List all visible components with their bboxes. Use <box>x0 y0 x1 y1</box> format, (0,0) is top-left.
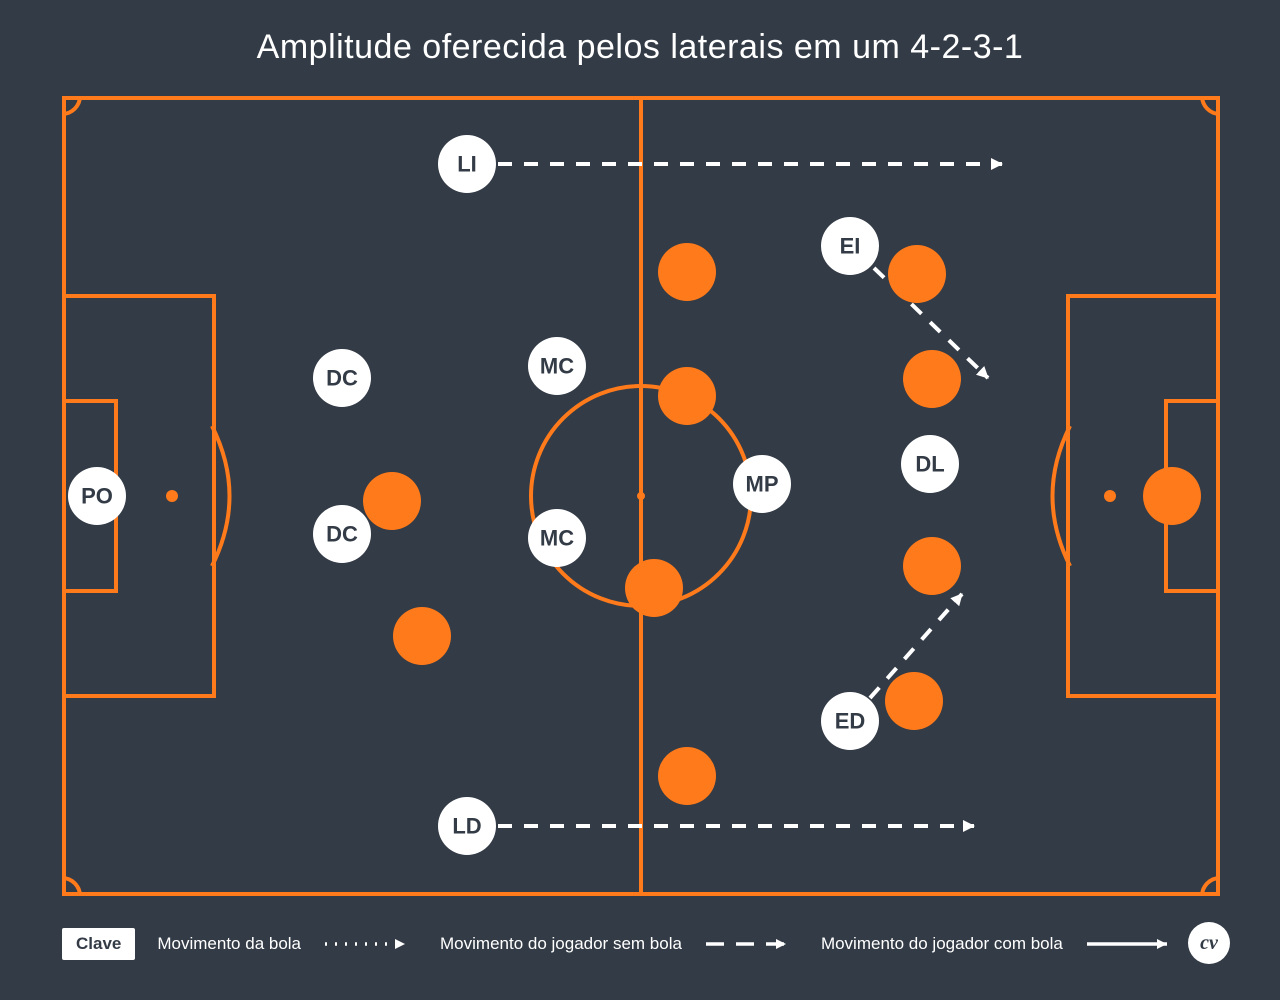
legend-swatch-0 <box>323 936 418 952</box>
player-li: LI <box>438 135 496 193</box>
opponent-marker <box>885 672 943 730</box>
svg-text:DL: DL <box>915 452 944 477</box>
opponent-marker <box>658 747 716 805</box>
svg-text:MC: MC <box>540 526 574 551</box>
svg-text:ED: ED <box>835 709 866 734</box>
player-ed: ED <box>821 692 879 750</box>
svg-text:EI: EI <box>840 234 861 259</box>
player-dl: DL <box>901 435 959 493</box>
opponent-marker <box>1143 467 1201 525</box>
legend-label-0: Movimento da bola <box>157 934 301 954</box>
player-po: PO <box>68 467 126 525</box>
svg-text:MC: MC <box>540 354 574 379</box>
brand-badge: cv <box>1188 922 1230 964</box>
legend-swatch-1 <box>704 936 799 952</box>
player-mp: MP <box>733 455 791 513</box>
player-ld: LD <box>438 797 496 855</box>
opponent-marker <box>625 559 683 617</box>
player-mc1: MC <box>528 337 586 395</box>
svg-text:MP: MP <box>746 472 779 497</box>
legend-key: Clave <box>62 928 135 960</box>
svg-text:LI: LI <box>457 152 477 177</box>
opponent-marker <box>903 537 961 595</box>
opponent-marker <box>363 472 421 530</box>
svg-text:DC: DC <box>326 522 358 547</box>
player-dc1: DC <box>313 349 371 407</box>
legend: Clave Movimento da bola Movimento do jogad… <box>62 928 1180 960</box>
svg-text:LD: LD <box>452 814 481 839</box>
opponent-marker <box>658 367 716 425</box>
legend-label-2: Movimento do jogador com bola <box>821 934 1063 954</box>
player-dc2: DC <box>313 505 371 563</box>
opponent-marker <box>658 243 716 301</box>
player-ei: EI <box>821 217 879 275</box>
svg-text:DC: DC <box>326 366 358 391</box>
opponent-marker <box>903 350 961 408</box>
svg-text:PO: PO <box>81 484 113 509</box>
pitch-container: PO DC DC MC MC MP DL LI EI LD ED <box>62 96 1220 896</box>
legend-label-1: Movimento do jogador sem bola <box>440 934 682 954</box>
opponent-marker <box>888 245 946 303</box>
diagram-title: Amplitude oferecida pelos laterais em um… <box>0 28 1280 67</box>
opponent-marker <box>393 607 451 665</box>
legend-swatch-2 <box>1085 936 1180 952</box>
player-mc2: MC <box>528 509 586 567</box>
